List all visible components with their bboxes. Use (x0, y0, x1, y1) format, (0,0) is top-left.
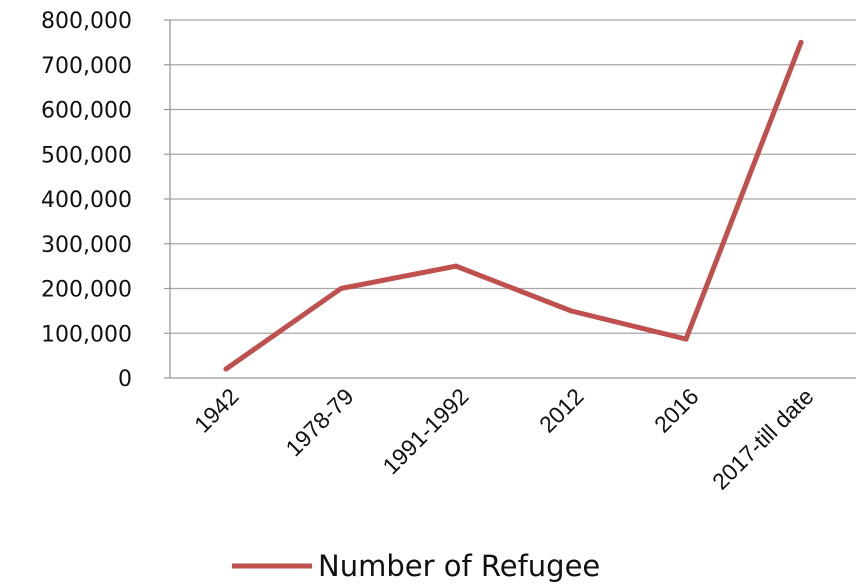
y-tick-label: 300,000 (41, 233, 132, 258)
y-tick-label: 500,000 (41, 143, 132, 168)
x-tick-label: 2012 (534, 383, 589, 438)
series-lines (223, 39, 804, 372)
x-tick-label: 1978-79 (280, 383, 358, 461)
data-point (683, 336, 689, 342)
y-tick-label: 400,000 (41, 188, 132, 213)
series-line (223, 39, 804, 372)
y-tick-labels: 0 100,000 200,000 300,000 400,000 500,000 600,… (41, 9, 132, 392)
y-tick-label: 800,000 (41, 9, 132, 34)
x-tick-label: 1991-1992 (377, 383, 473, 479)
data-point (798, 39, 804, 45)
x-tick-label: 1942 (189, 383, 244, 438)
x-tick-label: 2016 (649, 383, 704, 438)
data-point (453, 263, 459, 269)
axes (169, 20, 856, 379)
x-tick-label: 2017-till date (707, 383, 819, 495)
y-tick-label: 700,000 (41, 54, 132, 79)
y-tick-label: 200,000 (41, 278, 132, 303)
y-tick-label: 0 (118, 367, 132, 392)
legend: Number of Refugee (232, 549, 600, 583)
data-point (338, 286, 344, 291)
data-point (568, 308, 574, 314)
data-point (223, 366, 229, 372)
y-tick-label: 600,000 (41, 99, 132, 124)
y-tick-label: 100,000 (41, 322, 132, 347)
x-tick-labels: 1942 1978-79 1991-1992 2012 2016 2017-till da… (189, 383, 819, 495)
gridlines (164, 19, 856, 379)
legend-label: Number of Refugee (318, 549, 600, 583)
